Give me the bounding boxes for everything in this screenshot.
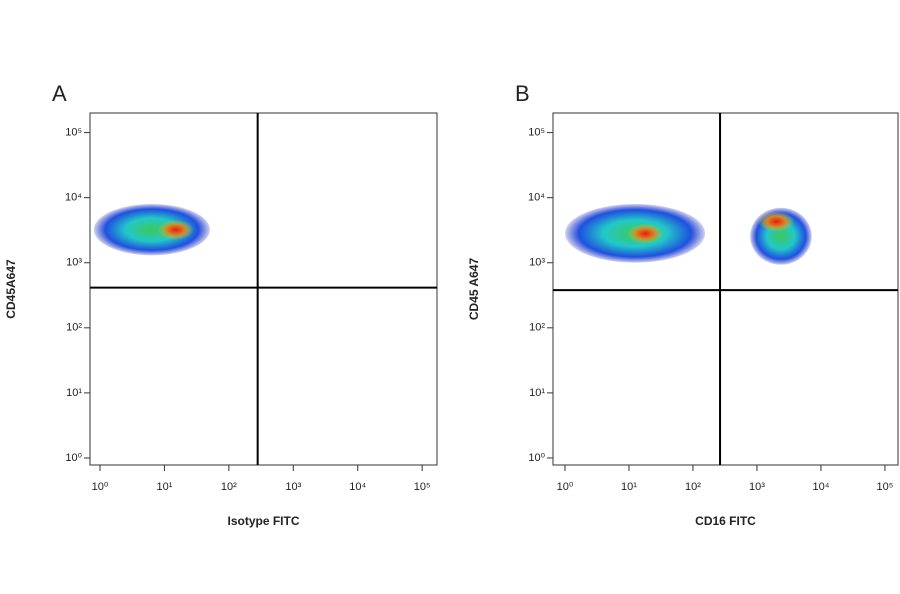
x-tick-label: 10² [221,481,237,493]
x-tick-label: 10³ [749,481,765,493]
x-axis-title: Isotype FITC [227,514,299,528]
y-tick-label: 10³ [529,257,545,269]
y-axis-title: CD45A647 [4,259,18,319]
x-axis-title: CD16 FITC [695,514,756,528]
population-peak [627,223,664,244]
y-tick-label: 10⁴ [528,192,545,204]
y-tick-label: 10⁰ [65,452,82,464]
plot-frame [552,112,899,466]
x-tick-label: 10⁰ [92,481,109,493]
y-tick-label: 10¹ [66,387,82,399]
population-peak [157,219,194,240]
y-tick-label: 10⁵ [65,126,82,138]
x-tick-label: 10⁰ [557,481,574,493]
population-cloud [93,203,211,256]
x-tick-label: 10¹ [621,481,637,493]
y-tick-label: 10⁴ [65,192,82,204]
plot-frame [89,112,438,466]
y-tick-label: 10⁰ [528,452,545,464]
x-tick-label: 10¹ [156,481,172,493]
x-tick-label: 10³ [285,481,301,493]
y-tick-label: 10² [529,322,545,334]
y-tick-label: 10¹ [529,387,545,399]
x-tick-label: 10² [685,481,701,493]
y-tick-label: 10⁵ [528,126,545,138]
panel-label: A [52,81,67,106]
x-tick-label: 10⁵ [414,481,431,493]
x-tick-label: 10⁴ [812,481,829,493]
y-tick-label: 10³ [66,257,82,269]
x-tick-label: 10⁵ [877,481,894,493]
x-tick-label: 10⁴ [349,481,366,493]
y-tick-label: 10² [66,322,82,334]
panel-label: B [515,81,530,106]
y-axis-title: CD45 A647 [467,258,481,321]
population-peak [758,211,795,232]
